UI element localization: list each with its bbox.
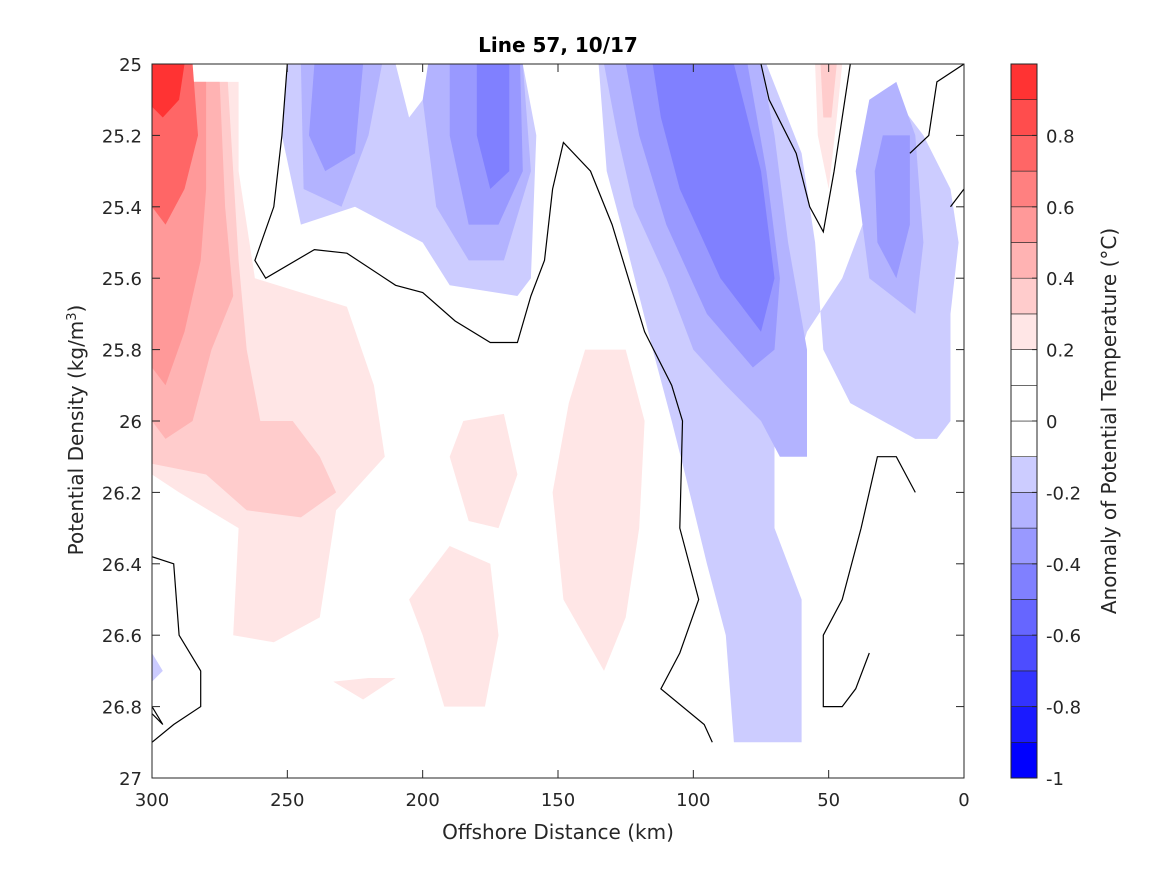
zero-contour-3	[950, 188, 964, 208]
colorbar-level-17	[1010, 135, 1038, 172]
colorbar-level-5	[1010, 563, 1038, 600]
y-tick-label-26.8: 26.8	[102, 698, 142, 719]
y-tick-label-26.2: 26.2	[102, 483, 142, 504]
y-tick-label-26.4: 26.4	[102, 555, 142, 576]
colorbar-tick-label--0.6: -0.6	[1046, 626, 1081, 647]
anomaly-region-27	[769, 663, 775, 678]
colorbar	[1010, 63, 1038, 779]
zero-contour-lines	[152, 64, 964, 743]
colorbar-level-8	[1010, 456, 1038, 493]
zero-contour-6	[822, 456, 916, 708]
y-tick-label-25.4: 25.4	[102, 198, 142, 219]
anomaly-contour-fills	[152, 64, 964, 743]
anomaly-region-17	[309, 64, 364, 172]
y-axis-label-end: )	[64, 305, 88, 313]
colorbar-tick-label-0.6: 0.6	[1046, 198, 1075, 219]
anomaly-region-11	[815, 64, 843, 189]
y-tick-label-27: 27	[119, 769, 142, 790]
x-axis-label: Offshore Distance (km)	[442, 820, 674, 844]
anomaly-region-2	[449, 413, 518, 529]
colorbar-level-15	[1010, 206, 1038, 243]
x-tick-label-300: 300	[135, 790, 169, 811]
zero-contour-5	[152, 706, 164, 725]
y-tick-label-25.2: 25.2	[102, 126, 142, 147]
x-tick-label-200: 200	[405, 790, 439, 811]
colorbar-level-6	[1010, 527, 1038, 565]
anomaly-region-26	[152, 653, 163, 682]
anomaly-region-13	[950, 99, 964, 189]
colorbar-level-19	[1010, 63, 1038, 101]
anomaly-region-19	[476, 64, 510, 189]
colorbar-tick-label-0.2: 0.2	[1046, 341, 1075, 362]
zero-contour-4	[152, 556, 202, 743]
colorbar-level-0	[1010, 741, 1038, 779]
colorbar-level-14	[1010, 242, 1038, 279]
anomaly-region-10	[152, 64, 185, 118]
colorbar-level-13	[1010, 277, 1038, 315]
colorbar-label: Anomaly of Potential Temperature (°C)	[1097, 228, 1121, 614]
y-tick-label-25.8: 25.8	[102, 341, 142, 362]
y-tick-label-25: 25	[119, 55, 142, 76]
colorbar-level-18	[1010, 99, 1038, 136]
y-axis-label: Potential Density (kg/m3)	[64, 305, 88, 556]
zero-contour-1	[760, 64, 851, 234]
anomaly-region-25	[652, 64, 775, 332]
colorbar-level-16	[1010, 170, 1038, 208]
x-tick-label-50: 50	[817, 790, 840, 811]
colorbar-tick-label--0.4: -0.4	[1046, 555, 1081, 576]
y-axis-label-main: Potential Density (kg/m	[64, 321, 88, 556]
colorbar-ticks: 0.8 0.6 0.4 0.2 0 -0.2 -0.4 -0.6 -0.8 -1	[1032, 126, 1081, 790]
anomaly-region-24	[874, 135, 910, 279]
anomaly-region-0	[152, 64, 680, 743]
colorbar-tick-label-0.8: 0.8	[1046, 126, 1075, 147]
colorbar-tick-label--0.2: -0.2	[1046, 483, 1081, 504]
y-tick-label-25.6: 25.6	[102, 269, 142, 290]
y-axis-label-superscript: 3	[65, 312, 80, 320]
plot-title: Line 57, 10/17	[478, 33, 638, 57]
y-tick-label-26.6: 26.6	[102, 626, 142, 647]
colorbar-tick-label-0: 0	[1046, 412, 1057, 433]
colorbar-tick-label-0.4: 0.4	[1046, 269, 1075, 290]
colorbar-level-3	[1010, 634, 1038, 672]
colorbar-level-9	[1010, 420, 1038, 458]
colorbar-level-7	[1010, 492, 1038, 529]
colorbar-level-11	[1010, 349, 1038, 386]
x-tick-label-100: 100	[676, 790, 710, 811]
zero-contour-2	[909, 64, 964, 154]
y-axis-ticks: 25 25.2 25.4 25.6 25.8 26 26.2 26.4 26.6 26.8 27	[102, 55, 964, 790]
colorbar-tick-label--1: -1	[1046, 769, 1064, 790]
y-tick-label-26: 26	[119, 412, 142, 433]
colorbar-level-4	[1010, 599, 1038, 636]
anomaly-region-3	[552, 349, 645, 671]
anomaly-region-12	[820, 64, 837, 118]
anomaly-region-5	[333, 678, 396, 700]
colorbar-level-2	[1010, 670, 1038, 707]
colorbar-level-12	[1010, 313, 1038, 350]
colorbar-tick-label--0.8: -0.8	[1046, 698, 1081, 719]
x-axis-ticks: 300 250 200 150 100 50 0	[135, 64, 970, 811]
x-tick-label-150: 150	[541, 790, 575, 811]
colorbar-level-10	[1010, 384, 1038, 422]
colorbar-level-1	[1010, 706, 1038, 743]
zero-contour-0	[254, 64, 713, 743]
x-tick-label-0: 0	[958, 790, 969, 811]
anomaly-region-4	[409, 546, 499, 707]
x-tick-label-250: 250	[270, 790, 304, 811]
